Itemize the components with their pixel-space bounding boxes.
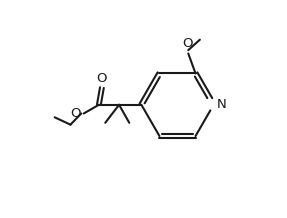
Text: O: O	[182, 37, 193, 50]
Text: O: O	[97, 72, 107, 85]
Text: O: O	[70, 107, 81, 120]
Text: N: N	[217, 98, 226, 111]
